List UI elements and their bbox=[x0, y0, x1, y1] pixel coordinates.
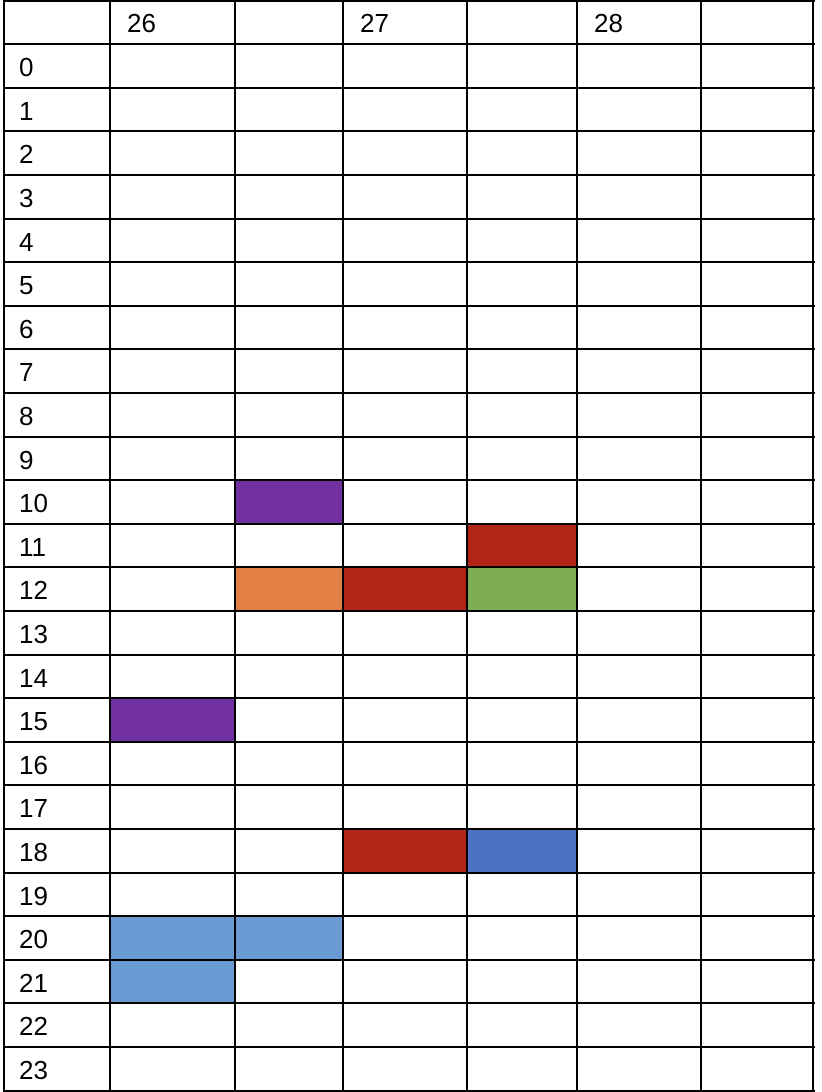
header-label-col-5: 28 bbox=[594, 8, 623, 38]
grid-vline-5 bbox=[576, 0, 578, 1092]
row-label-16: 16 bbox=[19, 749, 48, 780]
row-label-23: 23 bbox=[19, 1055, 48, 1085]
grid-hline-14 bbox=[4, 610, 815, 612]
grid-vline-0 bbox=[3, 0, 5, 1092]
grid-hline-23 bbox=[4, 1002, 815, 1005]
header-label-col-3: 27 bbox=[360, 8, 389, 38]
grid-hline-19 bbox=[4, 828, 815, 830]
grid-hline-6 bbox=[4, 261, 815, 264]
grid-hline-12 bbox=[4, 522, 815, 525]
row-label-6: 6 bbox=[19, 313, 34, 344]
row-label-17: 17 bbox=[19, 793, 48, 824]
filled-cell-r18-c3 bbox=[343, 829, 467, 873]
filled-cell-r21-c1 bbox=[110, 959, 235, 1004]
grid-hline-25 bbox=[4, 1089, 815, 1092]
header-label-col-1: 26 bbox=[127, 8, 156, 38]
row-label-22: 22 bbox=[19, 1011, 48, 1042]
grid-hline-4 bbox=[4, 174, 815, 176]
row-label-1: 1 bbox=[19, 95, 34, 126]
row-label-5: 5 bbox=[19, 270, 34, 301]
filled-cell-r20-c2 bbox=[235, 916, 343, 960]
grid-hline-15 bbox=[4, 653, 815, 656]
filled-cell-r12-c2 bbox=[235, 567, 343, 611]
grid-hline-7 bbox=[4, 304, 815, 307]
grid-hline-21 bbox=[4, 915, 815, 918]
row-label-8: 8 bbox=[19, 401, 34, 431]
grid-hline-3 bbox=[4, 130, 815, 133]
grid-vline-4 bbox=[466, 0, 468, 1092]
row-label-11: 11 bbox=[19, 531, 46, 562]
grid-vline-6 bbox=[700, 0, 702, 1092]
row-label-14: 14 bbox=[19, 662, 48, 693]
grid-vline-1 bbox=[109, 0, 111, 1092]
grid-hline-17 bbox=[4, 740, 815, 743]
filled-cell-r15-c1 bbox=[110, 698, 235, 742]
grid-hline-24 bbox=[4, 1046, 815, 1048]
row-label-15: 15 bbox=[19, 706, 48, 737]
grid-hline-8 bbox=[4, 348, 815, 351]
grid-hline-13 bbox=[4, 566, 815, 569]
grid-hline-5 bbox=[4, 217, 815, 220]
grid-hline-22 bbox=[4, 958, 815, 961]
row-label-18: 18 bbox=[19, 837, 48, 867]
grid-vline-7 bbox=[812, 0, 814, 1092]
filled-cell-r12-c4 bbox=[467, 567, 577, 611]
row-label-19: 19 bbox=[19, 880, 48, 911]
schedule-grid: 26 27 28 0 1 2 3 4 5 6 7 8 9 10 11 12 13 14 15 16 17 18 19 20 21… bbox=[3, 0, 815, 1092]
row-label-13: 13 bbox=[19, 619, 48, 649]
grid-vline-2 bbox=[234, 0, 236, 1092]
filled-cell-r18-c4 bbox=[467, 829, 577, 873]
grid-hline-2 bbox=[4, 86, 815, 89]
row-label-20: 20 bbox=[19, 924, 48, 955]
filled-cell-r11-c4 bbox=[467, 523, 577, 568]
row-label-0: 0 bbox=[19, 52, 34, 83]
row-label-21: 21 bbox=[19, 967, 48, 998]
grid-hline-18 bbox=[4, 784, 815, 787]
filled-cell-r10-c2 bbox=[235, 480, 343, 524]
grid-hline-20 bbox=[4, 871, 815, 874]
grid-hline-0 bbox=[4, 0, 815, 2]
grid-hline-1 bbox=[4, 43, 815, 46]
grid-vline-3 bbox=[342, 0, 344, 1092]
grid-hline-16 bbox=[4, 697, 815, 700]
row-label-10: 10 bbox=[19, 488, 48, 519]
row-label-12: 12 bbox=[19, 575, 48, 606]
row-label-2: 2 bbox=[19, 139, 34, 170]
grid-hline-9 bbox=[4, 392, 815, 394]
row-label-3: 3 bbox=[19, 183, 34, 213]
filled-cell-r12-c3 bbox=[343, 567, 467, 611]
row-label-7: 7 bbox=[19, 357, 34, 388]
row-label-4: 4 bbox=[19, 226, 34, 257]
grid-hline-10 bbox=[4, 435, 815, 438]
filled-cell-r20-c1 bbox=[110, 916, 235, 960]
row-label-9: 9 bbox=[19, 444, 34, 475]
grid-hline-11 bbox=[4, 479, 815, 482]
